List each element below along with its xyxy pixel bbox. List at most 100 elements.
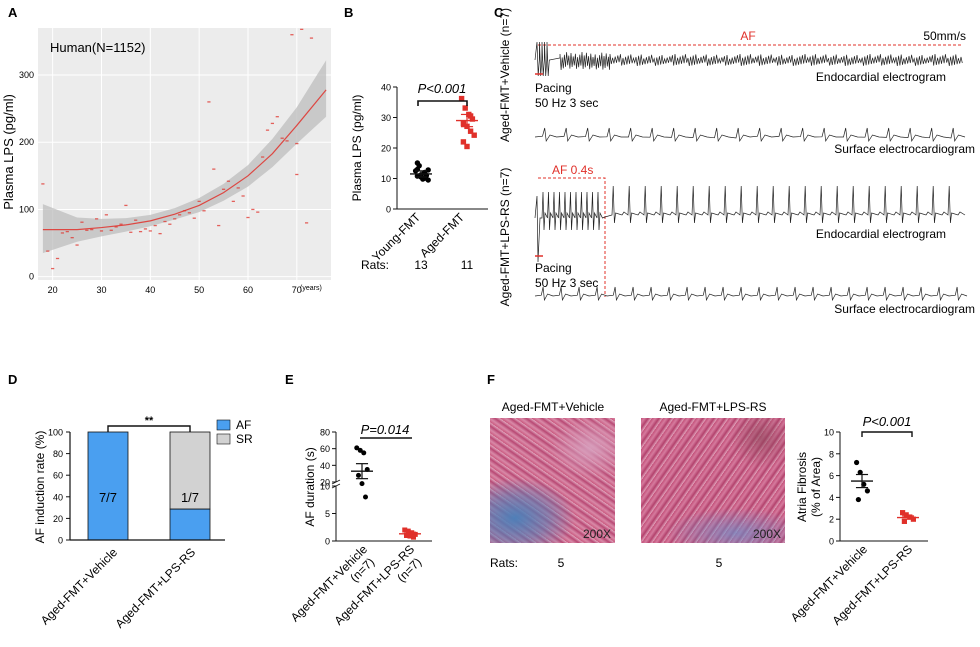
panel-d-sig-bracket <box>107 425 191 432</box>
panel-a-xtick-label: 30 <box>96 285 106 295</box>
af-short-dashed-box <box>538 177 606 297</box>
panel-f-ytick-label: 2 <box>829 515 834 525</box>
panel-f-point-group1 <box>864 488 871 494</box>
panel-f-point-group1 <box>855 496 862 503</box>
lpsrs-endocardial-trace <box>534 185 966 263</box>
panel-a-xtick-label: 60 <box>243 285 253 295</box>
panel-a-x-unit: (years) <box>300 285 322 292</box>
panel-c-vehicle-label-1: Aged-FMT+Vehicle (n=7) <box>498 8 512 142</box>
panel-b-point-group2 <box>460 139 467 145</box>
panel-d-ytick-label: 60 <box>53 471 63 481</box>
panel-d-ylabel: AF induction rate (%) <box>33 431 47 544</box>
lpsrs-surface-label: Surface electrocardiogram <box>834 302 975 316</box>
panel-f-point-group1 <box>857 469 863 475</box>
panel-f-ytick-label: 10 <box>824 428 834 438</box>
vehicle-endocardial-trace <box>534 41 963 77</box>
panel-d-bar-label-lpsrs: 1/7 <box>181 490 199 505</box>
panel-e-ytick-label: 80 <box>320 428 330 438</box>
panel-e-ytick-label: 20 <box>320 478 330 488</box>
panel-f-ytick-label: 0 <box>829 537 834 547</box>
panel-b-point-group1 <box>421 175 428 181</box>
panel-label-b: B <box>344 5 353 20</box>
panel-e-ytick-label: 10 <box>320 482 330 492</box>
panel-e-ytick-label: 60 <box>320 444 330 454</box>
panel-label-f: F <box>487 372 495 387</box>
panel-a-xtick-label: 20 <box>48 285 58 295</box>
panel-c-ecg: Aged-FMT+Vehicle (n=7) Aged-FMT+LPS-RS (… <box>498 8 975 316</box>
panel-b-rats-aged: 11 <box>461 258 474 272</box>
panel-e-ytick-label: 40 <box>320 461 330 471</box>
panel-a-xtick-label: 50 <box>194 285 204 295</box>
legend-af-swatch <box>216 419 231 431</box>
axis-break-mark <box>331 479 341 489</box>
panel-d-ytick-label: 80 <box>53 449 63 459</box>
panel-a-ytick-label: 200 <box>19 137 34 147</box>
panel-b-chart: 0 10 20 30 40 Plasma LPS (pg/ml) P<0.001 You… <box>350 81 488 272</box>
histology-magnification-vehicle: 200X <box>582 527 611 541</box>
panel-f-ytick-label: 8 <box>829 449 834 459</box>
panel-label-e: E <box>285 372 294 387</box>
panel-b-point-group2 <box>460 120 467 127</box>
panel-a-background <box>38 28 331 280</box>
panel-e-ytick-label: 0 <box>325 537 330 547</box>
panel-b-pvalue: P<0.001 <box>418 81 467 96</box>
panel-b-ytick-label: 10 <box>381 174 391 184</box>
vehicle-endo-label: Endocardial electrogram <box>816 70 946 84</box>
histology-magnification-lpsrs: 200X <box>752 527 781 541</box>
panel-d-significance: ** <box>145 415 154 427</box>
panel-d-bar-sr <box>169 431 211 510</box>
panel-a-xtick-label: 40 <box>145 285 155 295</box>
panel-f-ytick-label: 6 <box>829 471 834 481</box>
panel-b-point-group2 <box>471 132 477 138</box>
histology-title-vehicle: Aged-FMT+Vehicle <box>502 400 605 414</box>
histology-image-lpsrs: 200X <box>641 418 785 543</box>
legend-af-label: AF <box>236 418 251 432</box>
panel-e-point-group1 <box>361 450 367 456</box>
panel-b-point-group2 <box>469 116 476 122</box>
panel-label-a: A <box>8 5 18 20</box>
vehicle-pacing-label: Pacing <box>535 81 572 95</box>
panel-e-point-group2 <box>411 534 416 540</box>
panel-b-xlabel-aged: Aged-FMT <box>417 210 467 260</box>
lpsrs-surface-trace <box>534 286 968 302</box>
panel-d-chart: 0 20 40 60 80 100 7/7 1/7 AF induction rate (%… <box>33 415 253 631</box>
panel-d-ytick-label: 20 <box>53 514 63 524</box>
histology-rats-vehicle: 5 <box>558 556 565 570</box>
panel-e-point-group1 <box>359 481 365 487</box>
panel-e-ytick-label: 5 <box>325 509 330 519</box>
panel-b-rats-label: Rats: <box>361 258 389 272</box>
panel-d-bar-af <box>169 508 211 541</box>
panel-a-ytick-label: 300 <box>19 70 34 80</box>
panel-b-ytick-label: 20 <box>381 144 391 154</box>
panel-b-ytick-label: 30 <box>381 113 391 123</box>
histology-rats-label: Rats: <box>490 556 518 570</box>
panel-b-point-group2 <box>467 113 474 119</box>
panel-b-point-group2 <box>464 143 470 150</box>
panel-f-point-group1 <box>854 459 860 466</box>
panel-b-xlabel-young: Young-FMT <box>369 210 423 264</box>
panel-b-point-group2 <box>467 128 474 134</box>
vehicle-pacing-detail: 50 Hz 3 sec <box>535 96 598 110</box>
panel-d-xlabel-vehicle: Aged-FMT+Vehicle <box>38 545 121 628</box>
panel-e-point-group1 <box>354 445 360 451</box>
panel-b-rats-young: 13 <box>414 258 428 272</box>
panel-d-ytick-label: 40 <box>53 492 63 502</box>
panel-a-title: Human(N=1152) <box>50 40 146 55</box>
panel-c-speed: 50mm/s <box>923 29 966 43</box>
panel-b-point-group1 <box>425 167 431 173</box>
panel-d-xlabel-lpsrs: Aged-FMT+LPS-RS <box>113 545 199 631</box>
panel-f-pvalue: P<0.001 <box>863 414 912 429</box>
panel-d-bar-label-vehicle: 7/7 <box>99 490 117 505</box>
panel-c-af-label: AF <box>740 29 755 43</box>
panel-b-ylabel: Plasma LPS (pg/ml) <box>350 95 364 202</box>
panel-b-ytick-label: 40 <box>381 83 391 93</box>
panel-f-pvalue-bracket <box>861 431 913 437</box>
panel-a-ytick-label: 100 <box>19 204 34 214</box>
histology-image-vehicle: 200X <box>490 418 615 543</box>
panel-a-ytick-label: 0 <box>29 272 34 282</box>
panel-f-ytick-label: 4 <box>829 493 834 503</box>
panel-e-point-group1 <box>357 447 363 453</box>
panel-e-point-group1 <box>363 494 368 500</box>
